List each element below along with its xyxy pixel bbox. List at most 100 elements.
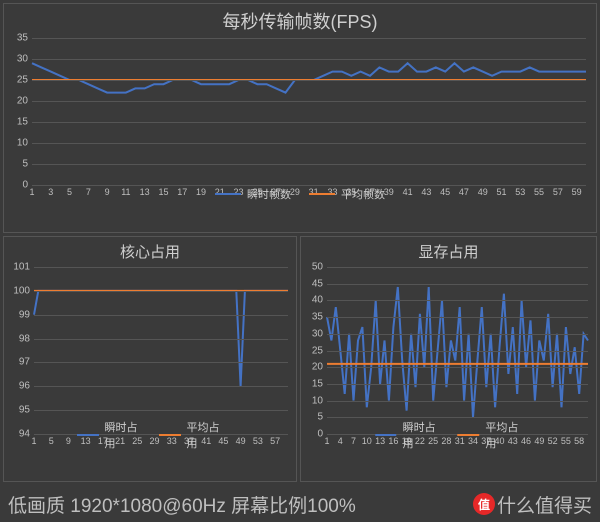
y-tick: 35 bbox=[17, 33, 32, 44]
x-tick: 52 bbox=[548, 434, 558, 446]
y-tick: 97 bbox=[19, 357, 34, 368]
x-tick: 1 bbox=[29, 185, 34, 197]
y-tick: 5 bbox=[317, 412, 327, 423]
fps-title: 每秒传输帧数(FPS) bbox=[4, 4, 596, 34]
legend-swatch-instant bbox=[375, 434, 397, 436]
x-tick: 57 bbox=[270, 434, 280, 446]
x-tick: 10 bbox=[362, 434, 372, 446]
gridline bbox=[34, 315, 288, 316]
y-tick: 96 bbox=[19, 381, 34, 392]
legend-avg: 平均占用 bbox=[485, 419, 522, 451]
gridline bbox=[32, 143, 586, 144]
instant-series bbox=[32, 63, 586, 92]
gridline bbox=[327, 284, 588, 285]
brand-logo-icon: 值 bbox=[473, 493, 495, 515]
y-tick: 5 bbox=[22, 159, 32, 170]
x-tick: 53 bbox=[515, 185, 525, 197]
x-tick: 55 bbox=[561, 434, 571, 446]
x-tick: 39 bbox=[384, 185, 394, 197]
vram-panel: 显存占用 05101520253035404550147101316192225… bbox=[300, 236, 597, 482]
x-tick: 51 bbox=[496, 185, 506, 197]
x-tick: 58 bbox=[574, 434, 584, 446]
footer-text: 低画质 1920*1080@60Hz 屏幕比例100% bbox=[8, 491, 356, 518]
gridline bbox=[34, 291, 288, 292]
legend-instant: 瞬时占用 bbox=[105, 419, 141, 451]
brand-text: 什么值得买 bbox=[497, 491, 592, 518]
y-tick: 10 bbox=[312, 395, 327, 406]
x-tick: 59 bbox=[572, 185, 582, 197]
gridline bbox=[34, 362, 288, 363]
legend-swatch-instant bbox=[215, 193, 241, 195]
x-tick: 7 bbox=[351, 434, 356, 446]
y-tick: 15 bbox=[312, 378, 327, 389]
x-tick: 3 bbox=[48, 185, 53, 197]
x-tick: 45 bbox=[440, 185, 450, 197]
gridline bbox=[327, 384, 588, 385]
x-tick: 57 bbox=[553, 185, 563, 197]
y-tick: 50 bbox=[312, 262, 327, 273]
y-tick: 35 bbox=[312, 312, 327, 323]
gridline bbox=[34, 410, 288, 411]
x-tick: 9 bbox=[66, 434, 71, 446]
gridline bbox=[327, 351, 588, 352]
gridline bbox=[34, 386, 288, 387]
x-tick: 47 bbox=[459, 185, 469, 197]
x-tick: 49 bbox=[534, 434, 544, 446]
gridline bbox=[32, 80, 586, 81]
legend-avg: 平均帧数 bbox=[341, 186, 385, 202]
legend-swatch-avg bbox=[458, 434, 480, 436]
y-tick: 25 bbox=[17, 75, 32, 86]
legend-instant: 瞬时帧数 bbox=[247, 186, 291, 202]
fps-panel: 每秒传输帧数(FPS) 0510152025303513579111315171… bbox=[3, 3, 597, 233]
gridline bbox=[32, 122, 586, 123]
gridline bbox=[32, 164, 586, 165]
vram-legend: 瞬时占用 平均占用 bbox=[375, 419, 523, 451]
fps-legend: 瞬时帧数 平均帧数 bbox=[215, 186, 385, 202]
gridline bbox=[327, 267, 588, 268]
gridline bbox=[34, 267, 288, 268]
x-tick: 46 bbox=[521, 434, 531, 446]
legend-avg: 平均占用 bbox=[187, 419, 223, 451]
footer: 低画质 1920*1080@60Hz 屏幕比例100% 值 什么值得买 bbox=[0, 486, 600, 522]
core-panel: 核心占用 94959697989910010115913172125293337… bbox=[3, 236, 297, 482]
legend-swatch-instant bbox=[77, 434, 99, 436]
x-tick: 11 bbox=[121, 185, 130, 197]
y-tick: 98 bbox=[19, 333, 34, 344]
vram-title: 显存占用 bbox=[301, 237, 596, 262]
core-legend: 瞬时占用 平均占用 bbox=[77, 419, 223, 451]
x-tick: 7 bbox=[86, 185, 91, 197]
y-tick: 101 bbox=[13, 262, 34, 273]
x-tick: 49 bbox=[478, 185, 488, 197]
y-tick: 95 bbox=[19, 405, 34, 416]
fps-plot: 0510152025303513579111315171921232527293… bbox=[32, 38, 586, 186]
x-tick: 5 bbox=[49, 434, 54, 446]
x-tick: 43 bbox=[421, 185, 431, 197]
x-tick: 17 bbox=[177, 185, 187, 197]
legend-swatch-avg bbox=[309, 193, 335, 195]
y-tick: 100 bbox=[13, 285, 34, 296]
y-tick: 20 bbox=[17, 96, 32, 107]
x-tick: 49 bbox=[236, 434, 246, 446]
gridline bbox=[327, 401, 588, 402]
x-tick: 5 bbox=[67, 185, 72, 197]
gridline bbox=[34, 339, 288, 340]
gridline bbox=[32, 38, 586, 39]
y-tick: 40 bbox=[312, 295, 327, 306]
x-tick: 19 bbox=[196, 185, 206, 197]
y-tick: 30 bbox=[17, 54, 32, 65]
x-tick: 53 bbox=[253, 434, 263, 446]
y-tick: 45 bbox=[312, 278, 327, 289]
gridline bbox=[327, 334, 588, 335]
x-tick: 55 bbox=[534, 185, 544, 197]
core-title: 核心占用 bbox=[4, 237, 296, 262]
x-tick: 9 bbox=[105, 185, 110, 197]
instant-series bbox=[327, 287, 588, 417]
core-plot: 9495969798991001011591317212529333741454… bbox=[34, 267, 288, 435]
x-tick: 13 bbox=[140, 185, 150, 197]
y-tick: 30 bbox=[312, 328, 327, 339]
y-tick: 25 bbox=[312, 345, 327, 356]
gridline bbox=[327, 367, 588, 368]
gridline bbox=[327, 300, 588, 301]
y-tick: 10 bbox=[17, 138, 32, 149]
x-tick: 41 bbox=[403, 185, 413, 197]
